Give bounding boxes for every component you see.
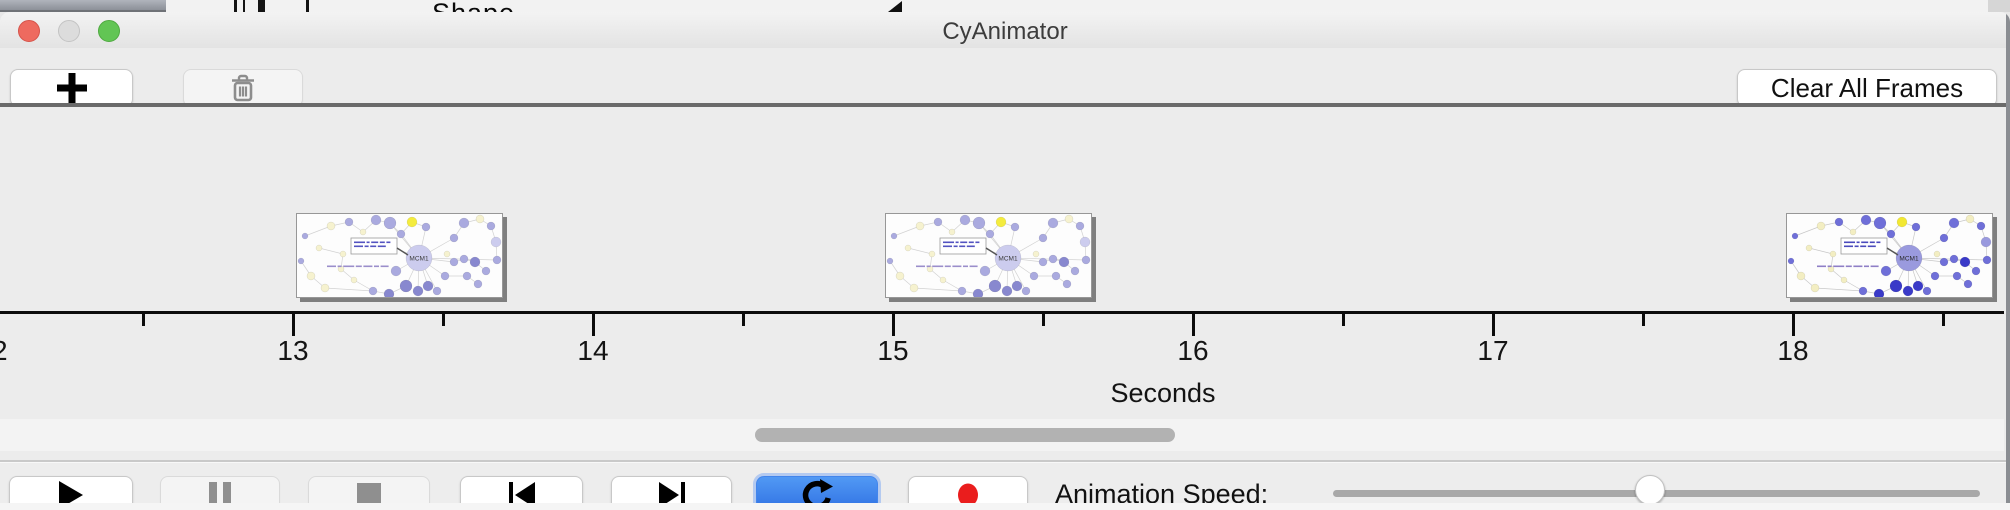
network-thumbnail-image: MCM1 xyxy=(1787,214,1992,297)
axis-tick-label: 13 xyxy=(277,335,309,366)
scrollbar-thumb[interactable] xyxy=(755,428,1175,442)
window-edge xyxy=(2006,12,2010,510)
clear-all-frames-button[interactable]: Clear All Frames xyxy=(1737,69,1997,107)
animation-speed-slider-thumb[interactable] xyxy=(1635,475,1666,505)
cyanimator-window: CyAnimator Clear All Frames MCM1 MCM1 MCM1… xyxy=(0,12,2010,510)
background-window-glyph xyxy=(258,0,265,12)
svg-text:MCM1: MCM1 xyxy=(409,255,429,262)
add-frame-button[interactable] xyxy=(10,69,133,107)
axis-tick-minor xyxy=(741,314,745,326)
background-window-edge xyxy=(1988,0,2010,12)
axis-tick-minor xyxy=(441,314,445,326)
pause-icon xyxy=(209,482,231,508)
toolbar: Clear All Frames xyxy=(0,48,2010,107)
title-bar[interactable]: CyAnimator xyxy=(0,12,2010,48)
axis-tick-minor xyxy=(1041,314,1045,326)
background-window-titlebar xyxy=(0,0,166,12)
axis-tick-label: 17 xyxy=(1477,335,1509,366)
svg-text:MCM1: MCM1 xyxy=(1899,255,1919,262)
timeline-scrollbar[interactable] xyxy=(0,419,2004,451)
background-window-glyph xyxy=(306,0,309,12)
axis-tick-label: 15 xyxy=(877,335,909,366)
axis-tick xyxy=(1791,314,1795,336)
axis-unit-label: Seconds xyxy=(1110,378,1216,408)
axis-tick xyxy=(1191,314,1195,336)
play-icon xyxy=(59,481,83,509)
axis-tick xyxy=(891,314,895,336)
keyframe-3-thumbnail[interactable]: MCM1 xyxy=(1786,213,1993,298)
minimize-button[interactable] xyxy=(58,20,80,42)
trash-icon xyxy=(232,74,254,102)
background-window-text: Shape xyxy=(432,0,515,12)
axis-tick-label: 16 xyxy=(1177,335,1209,366)
timeline-axis xyxy=(0,311,2004,314)
keyframe-1-thumbnail[interactable]: MCM1 xyxy=(296,213,503,298)
keyframe-2-thumbnail[interactable]: MCM1 xyxy=(885,213,1092,298)
timeline-panel[interactable]: MCM1 MCM1 MCM1 12 13 14 15 16 17 18 Seconds xyxy=(0,103,2010,462)
background-window-sliver: Shape xyxy=(0,0,2010,12)
delete-frame-button[interactable] xyxy=(183,69,303,107)
close-button[interactable] xyxy=(18,20,40,42)
network-thumbnail-image: MCM1 xyxy=(886,214,1091,297)
background-window-glyph xyxy=(234,0,237,12)
axis-tick xyxy=(591,314,595,336)
axis-tick-minor xyxy=(1941,314,1945,326)
background-window-glyph xyxy=(243,0,245,12)
record-icon xyxy=(958,483,978,507)
axis-tick xyxy=(291,314,295,336)
network-thumbnail-image: MCM1 xyxy=(297,214,502,297)
axis-tick-label: 18 xyxy=(1777,335,1809,366)
skip-to-end-icon xyxy=(658,482,685,508)
skip-to-start-icon xyxy=(508,482,535,508)
axis-tick-label: 14 xyxy=(577,335,609,366)
plus-icon xyxy=(56,73,87,103)
background-window-glyph xyxy=(888,1,902,12)
svg-text:MCM1: MCM1 xyxy=(998,255,1018,262)
axis-tick-minor xyxy=(1341,314,1345,326)
axis-tick-minor xyxy=(1641,314,1645,326)
axis-tick xyxy=(1491,314,1495,336)
axis-tick-label: 12 xyxy=(0,335,32,367)
window-title: CyAnimator xyxy=(942,18,1068,45)
zoom-button[interactable] xyxy=(98,20,120,42)
axis-tick-minor xyxy=(141,314,145,326)
window-bottom-edge xyxy=(0,503,2010,510)
